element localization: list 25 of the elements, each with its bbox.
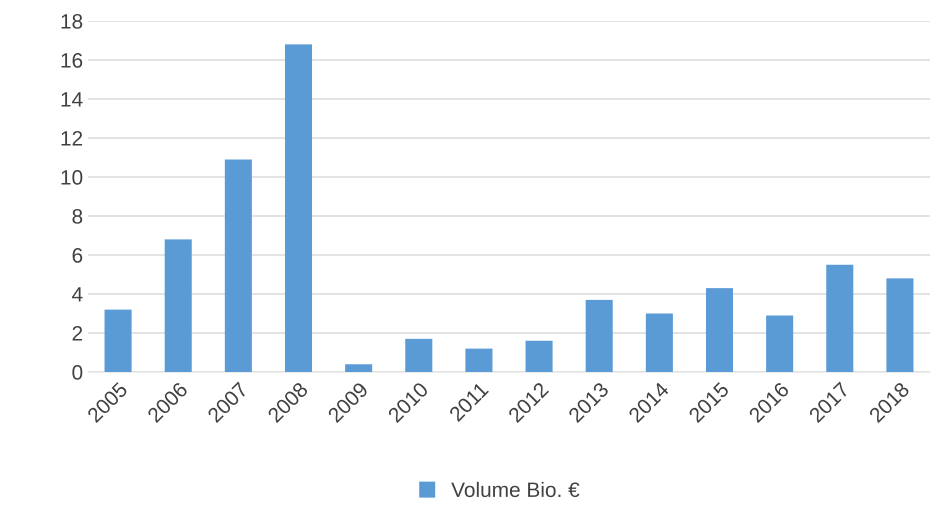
bar <box>224 159 252 372</box>
y-tick-label: 8 <box>72 209 82 224</box>
y-tick-label: 4 <box>72 287 83 302</box>
y-tick-label: 16 <box>62 53 82 68</box>
y-tick-label: 6 <box>72 248 82 263</box>
bar <box>826 264 854 372</box>
bar <box>405 338 432 372</box>
bar <box>646 314 673 372</box>
y-tick-label: 10 <box>62 170 82 185</box>
y-tick-label: 2 <box>72 326 82 341</box>
legend-label: Volume Bio. € <box>451 482 580 498</box>
y-tick-label: 18 <box>62 14 82 29</box>
y-tick-label: 14 <box>62 92 83 107</box>
bar <box>164 239 192 372</box>
bar <box>586 300 613 372</box>
bar <box>706 288 734 372</box>
bar <box>104 310 132 372</box>
y-tick-label: 12 <box>62 131 82 146</box>
bar <box>284 44 312 372</box>
bar <box>465 348 492 372</box>
bar <box>526 340 553 372</box>
bar <box>886 278 914 372</box>
bar <box>766 315 794 372</box>
y-tick-label: 0 <box>72 365 82 380</box>
bar <box>345 364 372 372</box>
